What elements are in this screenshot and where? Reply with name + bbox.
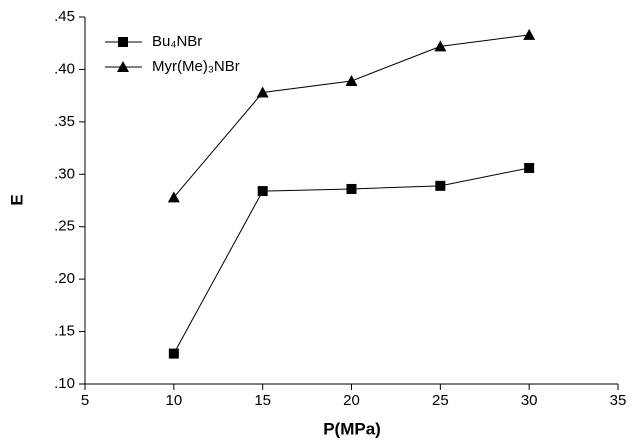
legend-marker: [118, 37, 128, 47]
x-tick-label: 5: [81, 392, 89, 409]
y-tick-label: .25: [54, 218, 75, 235]
marker: [346, 183, 357, 194]
legend-marker: [117, 61, 129, 72]
marker: [167, 191, 180, 203]
legend-label: Bu₄NBr: [152, 33, 202, 50]
y-tick-label: .15: [54, 323, 75, 340]
y-tick-label: .20: [54, 270, 75, 287]
y-tick-label: .45: [54, 8, 75, 25]
x-tick-label: 15: [254, 392, 271, 409]
marker: [523, 28, 536, 40]
marker: [345, 74, 358, 86]
marker: [524, 162, 535, 173]
x-axis-label: P(MPa): [323, 419, 381, 438]
y-axis-label: E: [7, 194, 26, 205]
marker: [257, 186, 268, 197]
y-tick-label: .40: [54, 60, 75, 77]
y-tick-label: .30: [54, 165, 75, 182]
x-tick-label: 10: [165, 392, 182, 409]
x-tick-label: 20: [343, 392, 360, 409]
x-tick-label: 35: [610, 392, 627, 409]
marker: [435, 180, 446, 191]
marker: [256, 86, 269, 98]
marker: [434, 40, 447, 52]
marker: [168, 348, 179, 359]
y-tick-label: .10: [54, 375, 75, 392]
y-tick-label: .35: [54, 113, 75, 130]
x-tick-label: 25: [432, 392, 449, 409]
legend-label: Myr(Me)₃NBr: [152, 58, 240, 75]
x-tick-label: 30: [521, 392, 538, 409]
series-line: [173, 167, 530, 354]
